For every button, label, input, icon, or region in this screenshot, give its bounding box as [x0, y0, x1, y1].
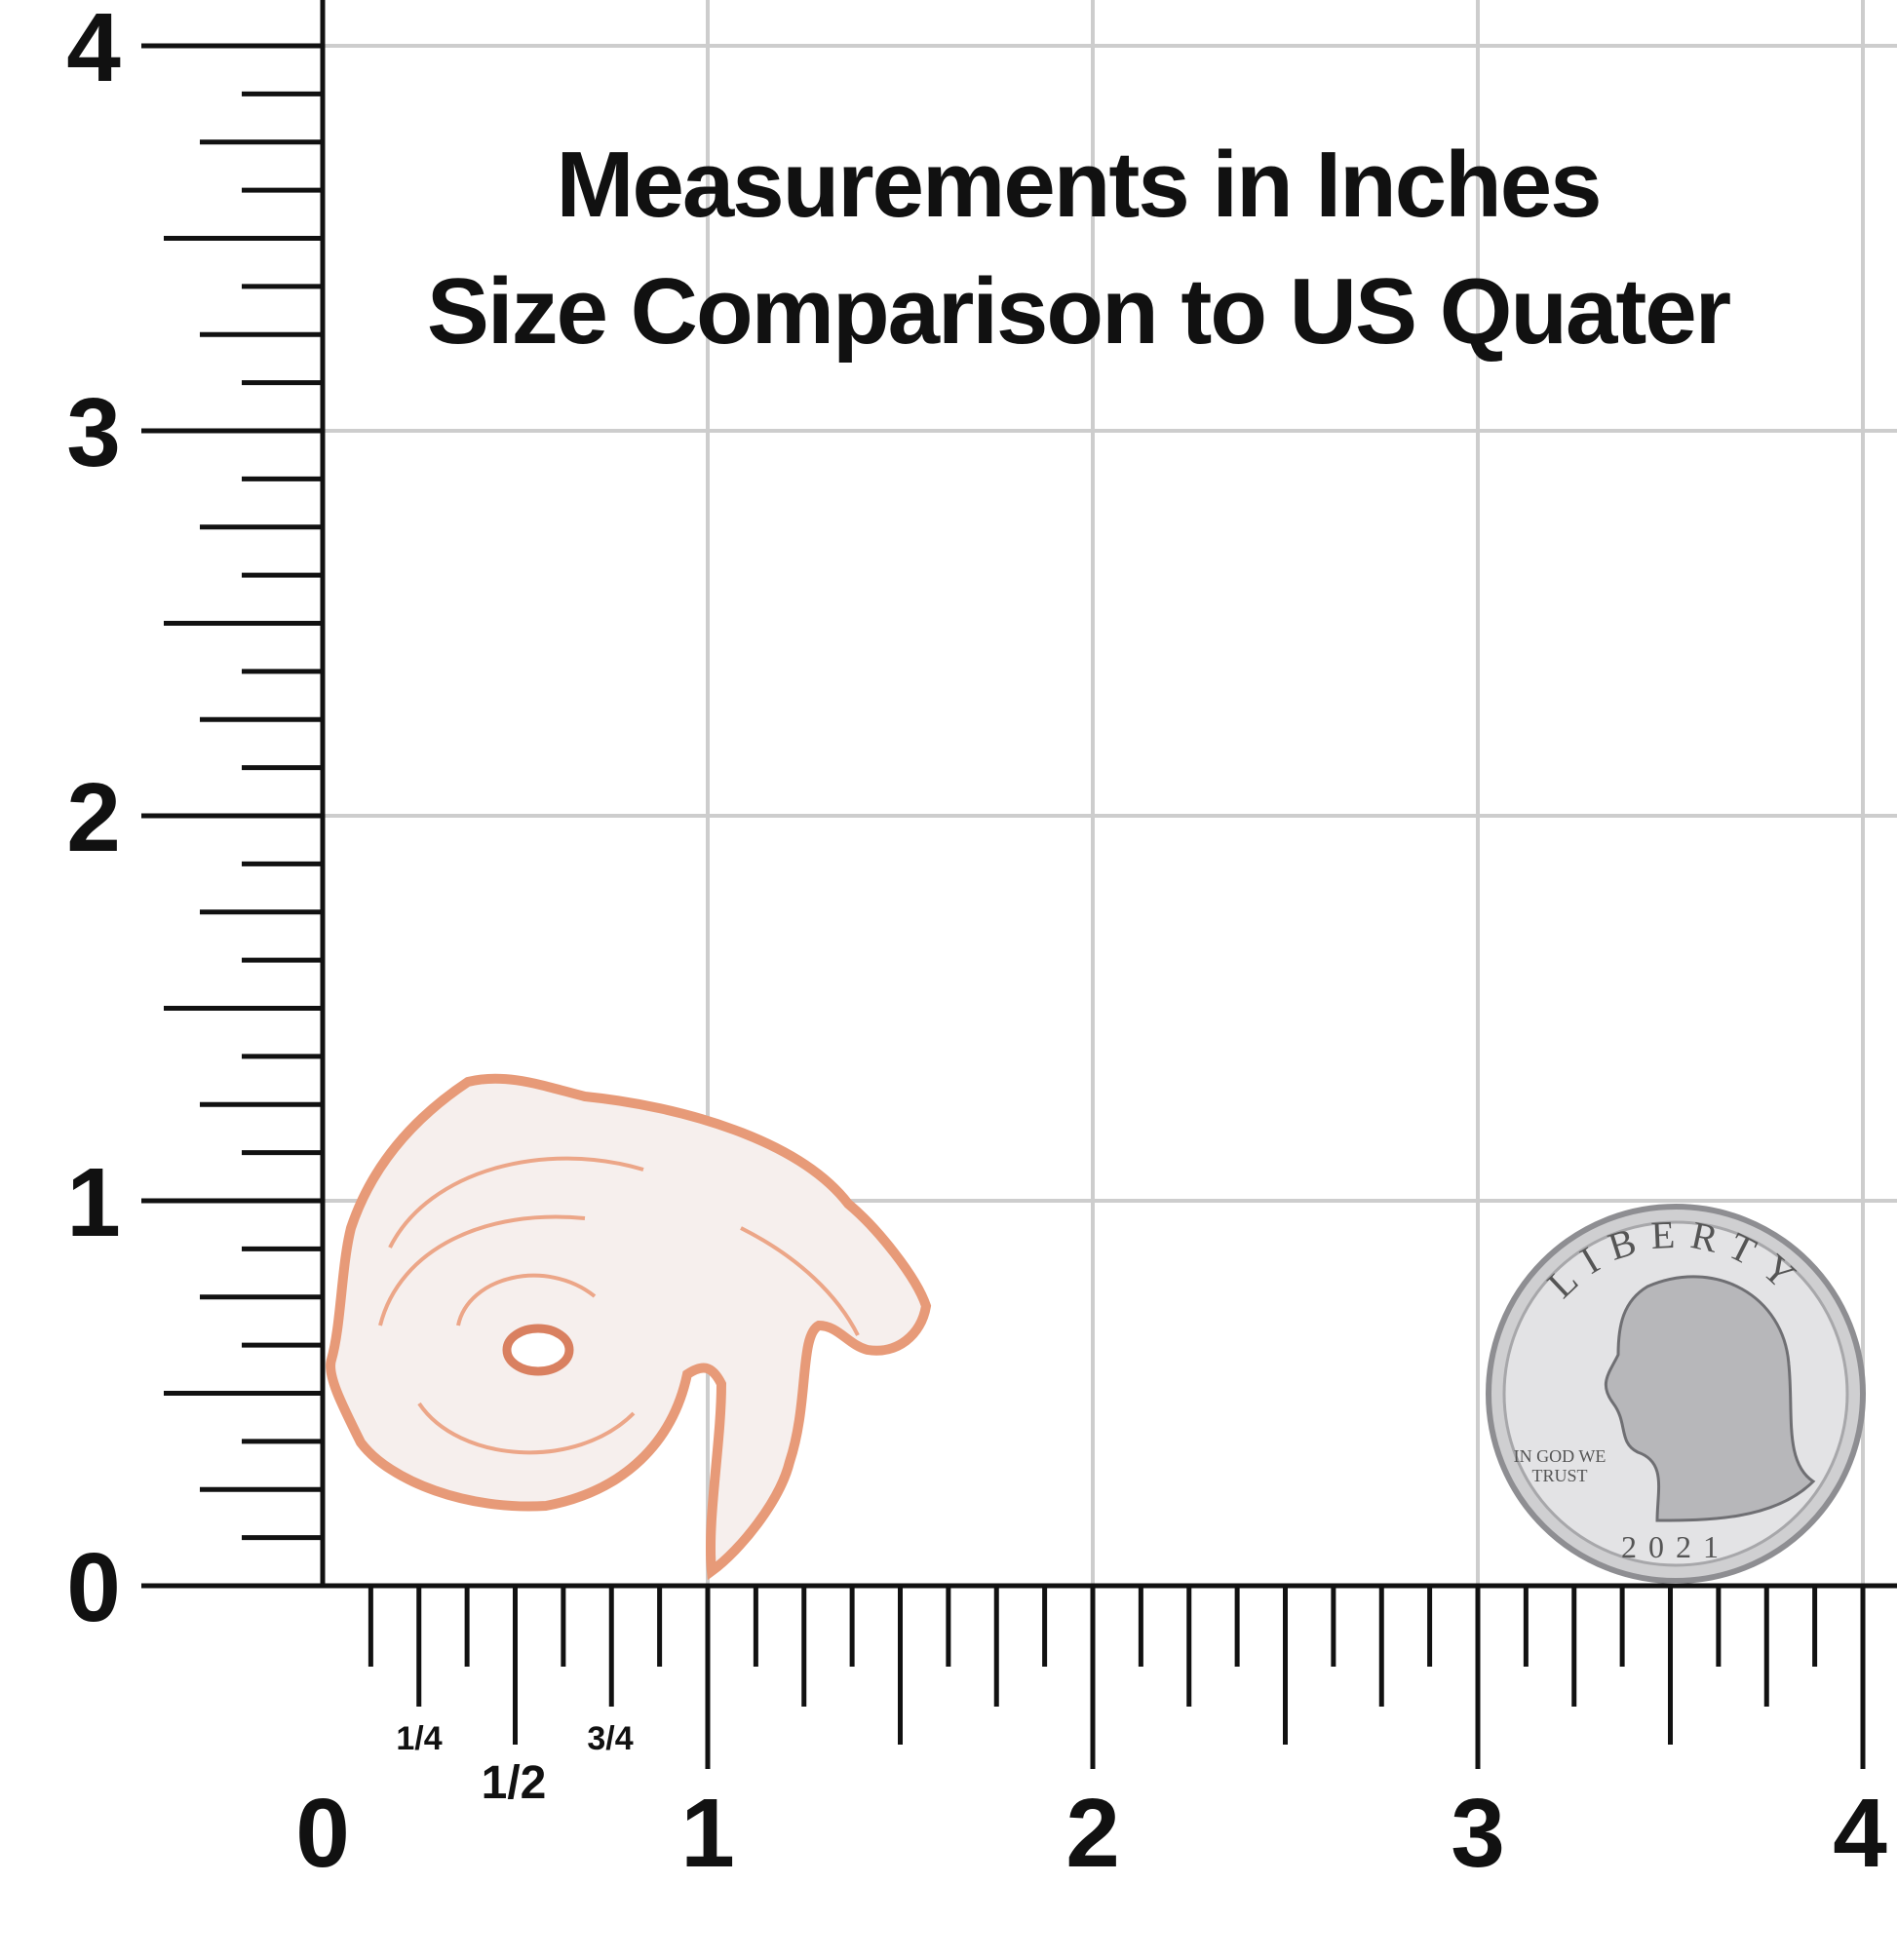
x-label: 3 — [1451, 1779, 1505, 1888]
fraction-label: 1/2 — [482, 1757, 547, 1809]
x-label: 2 — [1065, 1779, 1120, 1888]
y-label: 3 — [66, 378, 121, 487]
ruler: 0 1 2 3 4 0 1 2 3 4 1/4 1/2 3/4 — [66, 0, 1897, 1888]
title-line: Size Comparison to US Quater — [427, 259, 1730, 364]
y-label: 1 — [66, 1148, 121, 1257]
pin — [326, 1073, 932, 1581]
y-label: 2 — [66, 763, 121, 872]
x-label: 4 — [1833, 1779, 1887, 1888]
title-line: Measurements in Inches — [556, 133, 1600, 237]
coin: LIBERTY IN GOD WE TRUST 2021 — [1486, 1204, 1866, 1584]
y-label: 0 — [66, 1533, 121, 1642]
coin-motto: TRUST — [1531, 1466, 1587, 1485]
fraction-label: 1/4 — [396, 1720, 442, 1757]
x-label: 0 — [295, 1779, 350, 1888]
fraction-label: 3/4 — [587, 1720, 633, 1757]
coin-motto: IN GOD WE — [1514, 1446, 1607, 1466]
y-label: 4 — [66, 0, 121, 102]
x-label: 1 — [680, 1779, 735, 1888]
coin-year: 2021 — [1621, 1529, 1730, 1564]
